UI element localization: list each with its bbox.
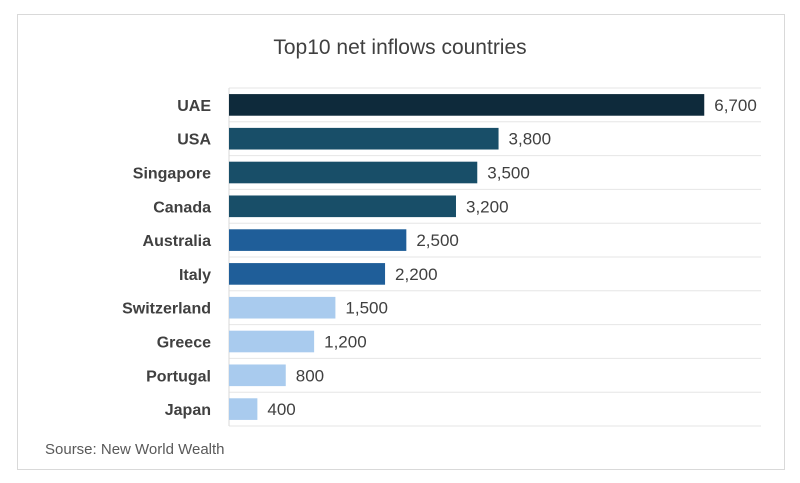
value-label: 3,200 xyxy=(466,197,509,216)
category-label: Singapore xyxy=(133,166,211,183)
value-label: 6,700 xyxy=(714,96,757,115)
value-label: 1,200 xyxy=(324,333,367,352)
bar-japan xyxy=(229,398,258,420)
category-labels: UAE USA Singapore Canada Australia Italy Switz… xyxy=(122,98,211,419)
category-label: Australia xyxy=(143,233,212,250)
category-label: Switzerland xyxy=(122,301,211,318)
bar-portugal xyxy=(229,364,286,387)
bar-greece xyxy=(229,330,315,353)
bar-australia xyxy=(229,229,407,251)
bar-uae xyxy=(229,94,705,116)
category-label: Greece xyxy=(157,335,211,352)
value-label: 2,200 xyxy=(395,265,438,284)
category-label: Canada xyxy=(153,199,211,216)
bars xyxy=(229,94,705,420)
bar-canada xyxy=(229,195,456,218)
value-label: 3,800 xyxy=(509,130,552,149)
bar-italy xyxy=(229,263,386,285)
category-label: USA xyxy=(177,132,211,149)
category-label: UAE xyxy=(177,98,211,115)
value-label: 400 xyxy=(267,400,295,419)
category-label: Japan xyxy=(165,402,211,419)
value-label: 3,500 xyxy=(487,164,530,183)
gridlines xyxy=(229,87,761,427)
source-note: Sourse: New World Wealth xyxy=(45,441,225,458)
value-label: 800 xyxy=(296,366,324,385)
chart-title: Top10 net inflows countries xyxy=(273,36,527,59)
category-label: Portugal xyxy=(146,368,211,385)
bar-switzerland xyxy=(229,296,336,319)
value-labels: 6,700 3,800 3,500 3,200 2,500 2,200 1,500 1,200… xyxy=(267,96,756,419)
category-label: Italy xyxy=(179,267,211,284)
value-label: 1,500 xyxy=(345,299,388,318)
value-label: 2,500 xyxy=(416,231,459,250)
bar-usa xyxy=(229,127,499,150)
bar-singapore xyxy=(229,161,478,184)
